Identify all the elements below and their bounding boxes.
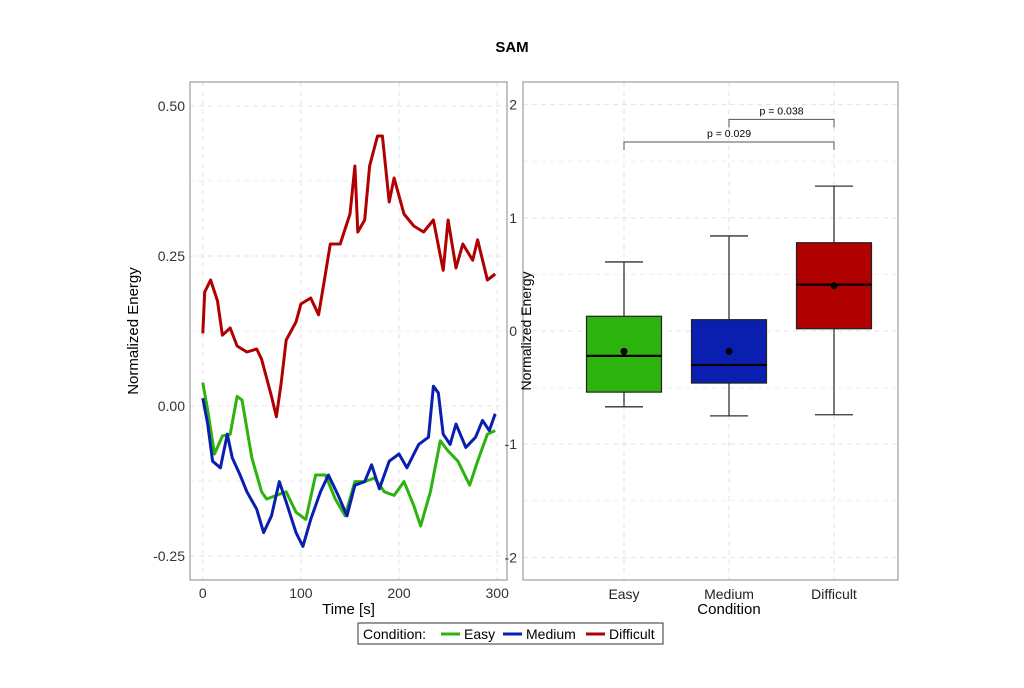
legend-title: Condition: — [363, 626, 426, 642]
y-axis-label: Normalized Energy — [125, 267, 142, 395]
y-tick-label: 2 — [509, 97, 517, 113]
y-axis-label: Normalized Energy — [518, 271, 534, 390]
significance-bracket — [728, 118, 835, 128]
x-tick-label: 300 — [486, 585, 510, 601]
line-chart-panel: -0.25 0.00 0.25 0.50 0 100 200 300 Time [s] Norma… — [125, 81, 510, 618]
y-tick-label: -1 — [505, 436, 518, 452]
mean-point-difficult — [830, 282, 838, 290]
legend-label-difficult: Difficult — [609, 626, 655, 642]
y-tick-label: -2 — [505, 549, 518, 565]
y-tick-label: 1 — [509, 210, 517, 226]
y-tick-label: 0 — [509, 323, 517, 339]
x-tick-label: 200 — [387, 585, 411, 601]
y-tick-label: 0.00 — [158, 398, 185, 414]
y-tick-label: -0.25 — [153, 548, 185, 564]
y-tick-label: 0.25 — [158, 248, 185, 264]
significance-bracket — [623, 141, 835, 150]
figure-title: SAM — [495, 39, 528, 56]
x-tick-label: Easy — [608, 586, 639, 602]
plot-border — [522, 81, 899, 581]
p-value-label: p = 0.029 — [707, 128, 751, 140]
mean-point-easy — [620, 347, 628, 355]
x-tick-label: 100 — [289, 585, 313, 601]
x-tick-label: Difficult — [811, 586, 857, 602]
p-value-label: p = 0.038 — [759, 105, 803, 117]
x-axis-label: Time [s] — [322, 601, 375, 618]
series-line-medium — [201, 384, 497, 548]
series-line-easy — [201, 382, 496, 528]
x-tick-label: Medium — [704, 586, 754, 602]
legend: Condition: Easy Medium Difficult — [357, 622, 664, 645]
legend-label-easy: Easy — [464, 626, 495, 642]
x-tick-label: 0 — [199, 585, 207, 601]
y-tick-label: 0.50 — [158, 98, 185, 114]
plot-border — [189, 81, 508, 581]
box-chart-panel: -2 -1 0 1 2 Easy Medium Difficult p = 0.029 p = 0… — [505, 81, 899, 618]
series-line-difficult — [201, 134, 497, 419]
mean-point-medium — [725, 347, 733, 355]
legend-label-medium: Medium — [526, 626, 576, 642]
x-axis-label: Condition — [697, 601, 760, 618]
